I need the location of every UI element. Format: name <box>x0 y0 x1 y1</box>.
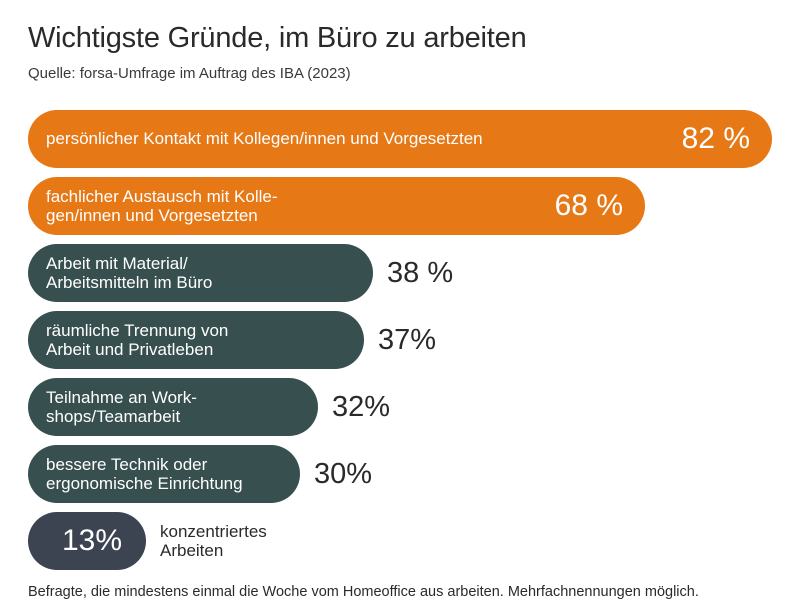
bar-value: 32% <box>332 378 390 436</box>
bar-value: 13% <box>62 524 122 558</box>
bar-segment: bessere Technik oder ergonomische Einric… <box>28 445 300 503</box>
bar-value: 38 % <box>387 244 453 302</box>
bar-label: persönlicher Kontakt mit Kollegen/innen … <box>46 129 483 148</box>
bar-row: 13% konzentriertes Arbeiten <box>28 512 772 570</box>
bar-segment: fachlicher Austausch mit Kolle- gen/inne… <box>28 177 645 235</box>
chart-source: Quelle: forsa-Umfrage im Auftrag des IBA… <box>28 65 772 82</box>
chart-title: Wichtigste Gründe, im Büro zu arbeiten <box>28 22 772 55</box>
bar-segment: räumliche Trennung von Arbeit und Privat… <box>28 311 364 369</box>
chart-footnote: Befragte, die mindestens einmal die Woch… <box>28 584 772 600</box>
bar-value: 30% <box>314 445 372 503</box>
bar-value: 37% <box>378 311 436 369</box>
bar-segment: 13% <box>28 512 146 570</box>
bar-value: 68 % <box>555 189 623 223</box>
bar-segment: Teilnahme an Work- shops/Teamarbeit <box>28 378 318 436</box>
bar-value: 82 % <box>682 122 750 156</box>
bar-row: räumliche Trennung von Arbeit und Privat… <box>28 311 772 369</box>
bar-row: persönlicher Kontakt mit Kollegen/innen … <box>28 110 772 168</box>
bar-label: räumliche Trennung von Arbeit und Privat… <box>46 321 228 359</box>
bar-row: bessere Technik oder ergonomische Einric… <box>28 445 772 503</box>
bar-row: Teilnahme an Work- shops/Teamarbeit 32% <box>28 378 772 436</box>
bar-label: Arbeit mit Material/ Arbeitsmitteln im B… <box>46 254 212 292</box>
bar-label: konzentriertes Arbeiten <box>160 512 267 570</box>
bar-label: fachlicher Austausch mit Kolle- gen/inne… <box>46 187 278 225</box>
bar-segment: Arbeit mit Material/ Arbeitsmitteln im B… <box>28 244 373 302</box>
bar-chart: persönlicher Kontakt mit Kollegen/innen … <box>28 110 772 570</box>
bar-label: Teilnahme an Work- shops/Teamarbeit <box>46 388 197 426</box>
bar-row: Arbeit mit Material/ Arbeitsmitteln im B… <box>28 244 772 302</box>
bar-segment: persönlicher Kontakt mit Kollegen/innen … <box>28 110 772 168</box>
bar-row: fachlicher Austausch mit Kolle- gen/inne… <box>28 177 772 235</box>
bar-label: bessere Technik oder ergonomische Einric… <box>46 455 243 493</box>
